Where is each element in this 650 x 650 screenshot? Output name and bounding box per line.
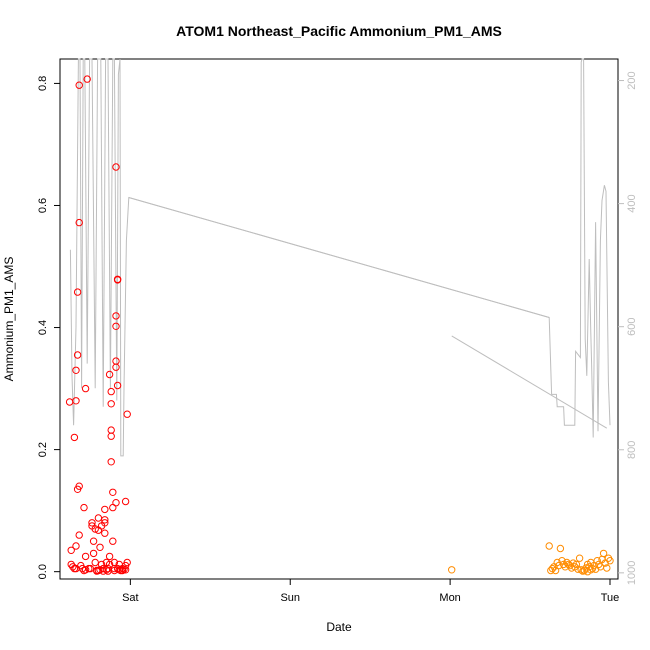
y-right-tick-label-0: 200: [626, 71, 638, 89]
series-1-point-18: [572, 560, 581, 569]
y-right-tick-label-2: 600: [626, 318, 638, 336]
series-0-point-24: [81, 552, 90, 561]
series-0-point-30: [89, 549, 98, 558]
series-1-point-20: [575, 554, 584, 562]
x-tick-label-1: Sun: [280, 592, 300, 604]
right-series-segment-1: [451, 335, 608, 429]
y-tick-label-1: 0.2: [37, 442, 49, 457]
series-0-point-84: [123, 410, 131, 418]
series-0-point-32: [91, 525, 99, 533]
y-tick-label-2: 0.4: [37, 320, 49, 335]
series-0-point-9: [73, 351, 82, 359]
plot-frame: [59, 58, 619, 580]
series-1-point-0: [448, 566, 456, 574]
series-0-point-82: [121, 497, 130, 506]
series-0-point-29: [89, 537, 98, 545]
y-tick-label-3: 0.6: [37, 198, 49, 213]
series-1-point-9: [558, 557, 566, 565]
y-tick-label-4: 0.8: [37, 76, 49, 91]
series-0-point-36: [94, 514, 103, 522]
data-points: [65, 75, 614, 576]
series-0-point-47: [101, 505, 109, 514]
series-0-point-38: [96, 543, 104, 551]
series-1-point-16: [569, 559, 577, 567]
series-0-point-27: [88, 519, 96, 527]
series-0-point-11: [75, 218, 83, 227]
series-0-point-20: [81, 566, 90, 574]
series-0-point-16: [75, 531, 83, 539]
series-1-point-41: [587, 566, 595, 574]
series-0-point-26: [86, 564, 95, 573]
right-series-line: [69, 58, 611, 457]
right-axis-line: [69, 58, 611, 457]
series-1-point-1: [545, 542, 553, 550]
series-0-point-70: [112, 357, 120, 365]
series-0-point-59: [107, 458, 115, 466]
y-axis: 0.0 0.2 0.4 0.6 0.8: [37, 76, 60, 579]
series-1-point-8: [556, 544, 565, 553]
series-0-point-46: [101, 519, 109, 527]
x-axis-label: Date: [326, 620, 352, 634]
series-0-point-66: [112, 499, 120, 507]
series-0-point-15: [72, 542, 80, 550]
series-1-point-31: [593, 557, 601, 565]
series-0-point-10: [73, 288, 82, 296]
series-0-point-0: [65, 398, 74, 406]
series-1-point-21: [577, 566, 585, 574]
series-0-point-58: [107, 432, 115, 440]
y-axis-label: Ammonium_PM1_AMS: [2, 257, 16, 382]
series-0-point-14: [75, 482, 83, 490]
series-0-point-8: [72, 366, 80, 374]
series-0-point-22: [81, 384, 90, 393]
series-0-point-53: [105, 560, 114, 569]
series-0-point-65: [110, 558, 119, 567]
series-0-point-57: [107, 426, 115, 434]
series-0-point-1: [67, 546, 75, 554]
series-0-point-12: [75, 81, 83, 89]
series-0-point-41: [97, 560, 106, 569]
series-1-point-39: [606, 557, 614, 565]
series-0-point-48: [102, 566, 111, 574]
series-1-point-37: [603, 564, 611, 572]
series-0-point-23: [83, 75, 91, 83]
series-0-point-67: [112, 163, 120, 171]
series-0-point-74: [113, 381, 122, 390]
series-0-point-44: [101, 529, 109, 537]
series-0-point-52: [105, 552, 114, 561]
series-0-point-85: [123, 558, 131, 567]
series-0-point-69: [112, 322, 120, 330]
series-0-point-55: [107, 400, 115, 408]
series-0-point-73: [113, 275, 122, 283]
right-series-segment-0: [128, 196, 550, 318]
y-right-tick-label-4: 1000: [626, 561, 638, 585]
y-axis-right: 200 400 600 800 1000: [618, 71, 638, 585]
y-right-tick-label-1: 400: [626, 194, 638, 212]
series-0-point-21: [80, 503, 88, 512]
series-0-point-54: [105, 370, 114, 379]
series-0-point-45: [101, 516, 109, 524]
x-tick-label-3: Tue: [601, 592, 620, 604]
y-tick-label-0: 0.0: [37, 564, 49, 579]
series-0-point-86: [121, 566, 130, 574]
series-0-point-56: [107, 387, 115, 396]
y-right-tick-label-3: 800: [626, 441, 638, 459]
series-0-point-71: [112, 363, 120, 371]
series-0-point-31: [91, 558, 99, 567]
series-1-point-35: [599, 549, 608, 558]
series-0-point-68: [112, 312, 120, 320]
x-tick-label-0: Sat: [122, 592, 139, 604]
x-tick-label-2: Mon: [439, 592, 460, 604]
x-axis: Sat Sun Mon Tue: [122, 578, 620, 604]
series-0-point-6: [70, 433, 79, 442]
series-0-point-62: [109, 537, 117, 545]
chart-title: ATOM1 Northeast_Pacific Ammonium_PM1_AMS: [176, 23, 502, 39]
series-0-point-7: [72, 397, 80, 405]
series-0-point-60: [109, 488, 117, 496]
